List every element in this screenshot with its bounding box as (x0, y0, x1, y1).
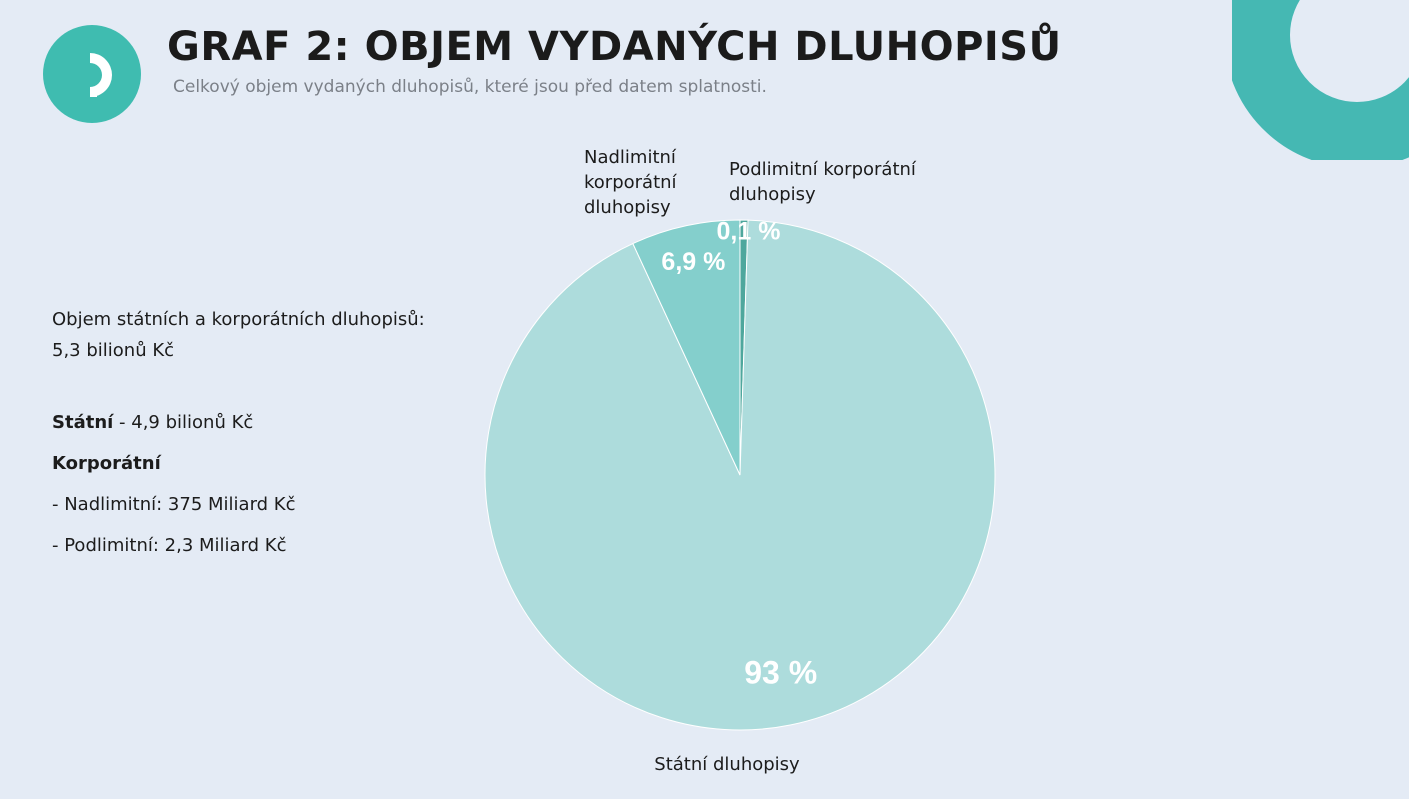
pie-value-label: 93 % (744, 654, 817, 690)
total-volume-label: Objem státních a korporátních dluhopisů: (52, 309, 425, 330)
decorative-ring (1232, 0, 1409, 160)
above-limit-line: - Nadlimitní: 375 Miliard Kč (52, 494, 296, 515)
page-subtitle: Celkový objem vydaných dluhopisů, které … (173, 77, 767, 97)
state-volume-value: - 4,9 bilionů Kč (113, 412, 254, 433)
state-volume-line: Státní - 4,9 bilionů Kč (52, 411, 253, 435)
total-volume-value: 5,3 bilionů Kč (52, 340, 175, 361)
logo-d-stem (90, 88, 97, 97)
pie-category-labels: Nadlimitní korporátní dluhopisy Podlimitní … (584, 147, 917, 775)
logo-d-shape (90, 52, 113, 97)
pie-slice (632, 219, 741, 476)
pie-value-labels: 0,1 % 93 % 6,9 % (661, 218, 817, 691)
page-title: GRAF 2: OBJEM VYDANÝCH DLUHOPISŮ (167, 24, 1062, 70)
below-limit-line: - Podlimitní: 2,3 Miliard Kč (52, 535, 287, 556)
label-state: Státní dluhopisy (654, 754, 800, 775)
label-above-limit: Nadlimitní korporátní dluhopisy (584, 147, 678, 218)
logo (43, 25, 141, 123)
logo-circle (43, 25, 141, 123)
corporate-heading: Korporátní (52, 453, 161, 474)
label-below-limit: Podlimitní korporátní dluhopisy (729, 159, 917, 205)
pie-value-label: 6,9 % (661, 248, 725, 276)
state-volume-label: Státní (52, 412, 114, 433)
pie-value-label: 0,1 % (717, 218, 781, 246)
pie-slices (484, 219, 996, 731)
